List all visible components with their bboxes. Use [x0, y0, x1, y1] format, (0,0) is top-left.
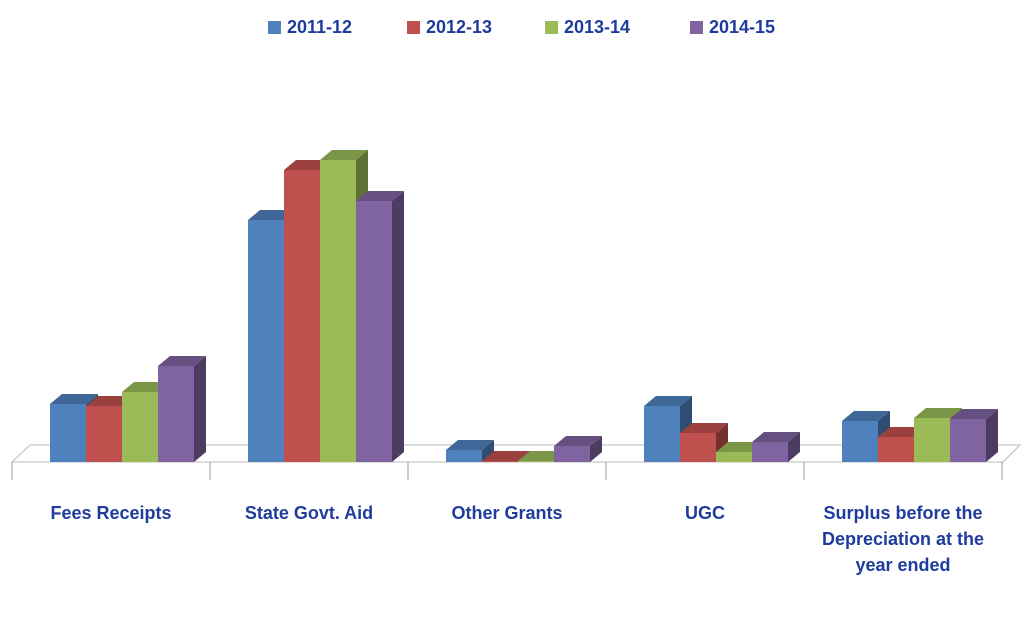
legend-label: 2012-13 — [426, 17, 492, 37]
bar — [716, 452, 752, 462]
bar — [158, 366, 194, 462]
bar — [50, 404, 86, 462]
bar-top — [752, 432, 800, 442]
bar — [284, 170, 320, 462]
bar — [356, 201, 392, 462]
bar-top — [950, 409, 998, 419]
bar — [950, 419, 986, 462]
bar-top — [446, 440, 494, 450]
bar-top — [158, 356, 206, 366]
bar-top — [914, 408, 962, 418]
legend-swatch — [407, 21, 420, 34]
bar — [518, 461, 554, 462]
bar — [554, 446, 590, 462]
legend-swatch — [690, 21, 703, 34]
bar — [122, 392, 158, 462]
bar-side — [392, 191, 404, 462]
bar — [86, 406, 122, 462]
bar-top — [482, 451, 530, 461]
legend-label: 2014-15 — [709, 17, 775, 37]
x-tick-label: State Govt. Aid — [244, 503, 374, 523]
bar — [482, 461, 518, 462]
x-tick-label: Fees Receipts — [50, 503, 172, 523]
bar-top — [842, 411, 890, 421]
legend-label: 2011-12 — [287, 17, 352, 37]
bar — [878, 437, 914, 462]
x-tick-label: UGC — [685, 503, 725, 523]
bar — [914, 418, 950, 462]
bar — [752, 442, 788, 462]
bar-side — [590, 436, 602, 462]
bar-side — [986, 409, 998, 462]
legend-label: 2013-14 — [564, 17, 630, 37]
bar-side — [194, 356, 206, 462]
bar-side — [482, 440, 494, 462]
legend-swatch — [545, 21, 558, 34]
bar — [842, 421, 878, 462]
bar-top — [680, 423, 728, 433]
bar — [644, 406, 680, 462]
bar-top — [554, 436, 602, 446]
bar-top — [320, 150, 368, 160]
bar — [446, 450, 482, 462]
bar-top — [356, 191, 404, 201]
bar — [248, 220, 284, 462]
legend-swatch — [268, 21, 281, 34]
bar-top — [50, 394, 98, 404]
x-tick-label: Other Grants — [451, 503, 563, 523]
bar — [320, 160, 356, 462]
x-tick-label: Surplus before the Depreciation at the y… — [821, 503, 985, 575]
bar-top — [644, 396, 692, 406]
bar — [680, 433, 716, 462]
